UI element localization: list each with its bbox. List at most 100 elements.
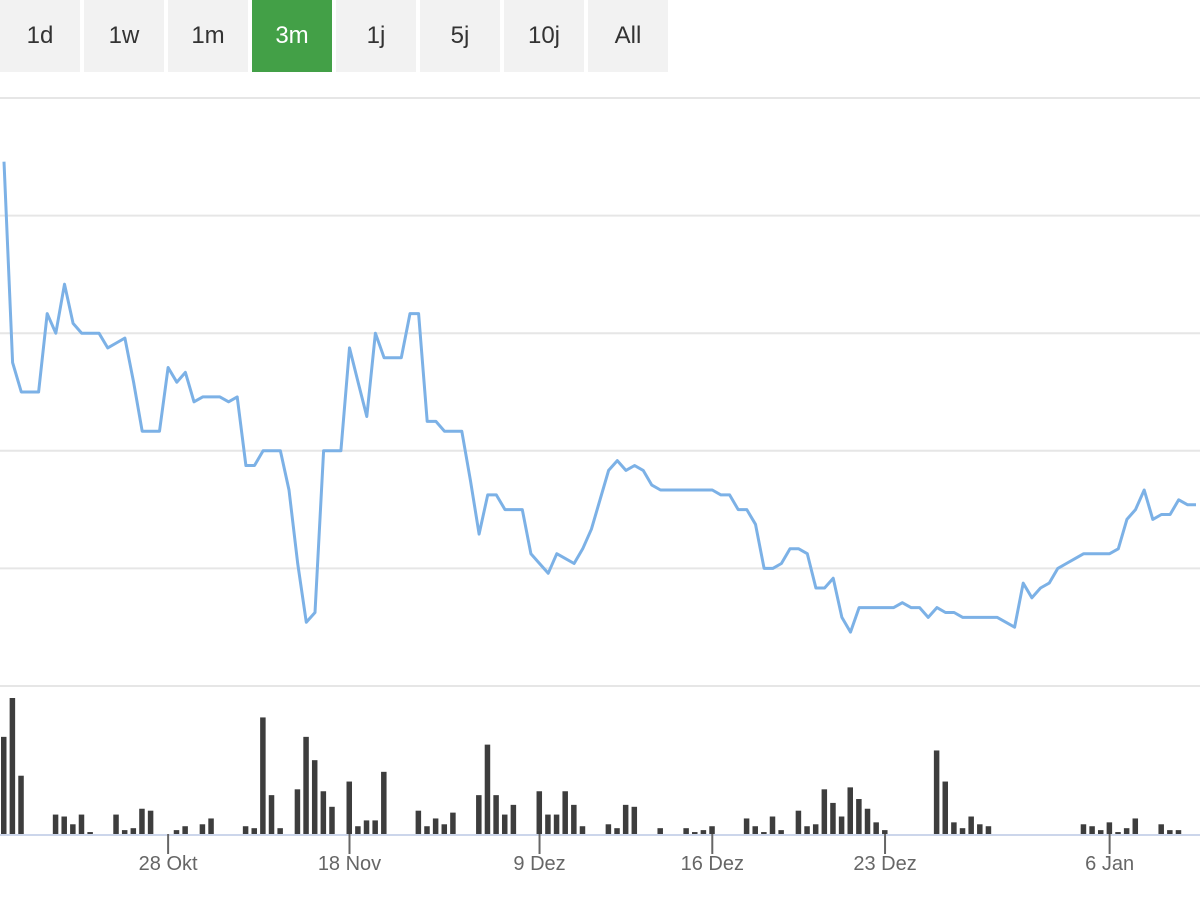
volume-bar: [424, 826, 430, 834]
volume-bar: [493, 795, 499, 834]
range-button-1j[interactable]: 1j: [336, 0, 416, 72]
x-tick-label: 16 Dez: [681, 853, 744, 875]
volume-bar: [812, 824, 819, 834]
range-button-3m[interactable]: 3m: [252, 0, 332, 72]
volume-bar: [242, 826, 249, 834]
volume-bar: [1115, 832, 1121, 834]
volume-bar: [873, 822, 879, 834]
volume-bar: [1089, 826, 1095, 834]
volume-bar: [501, 814, 508, 834]
volume-bar: [450, 812, 456, 834]
volume-bar: [683, 828, 689, 834]
range-button-all[interactable]: All: [588, 0, 668, 72]
volume-bar: [553, 814, 560, 834]
volume-bar: [294, 789, 301, 834]
volume-bar: [968, 816, 974, 834]
x-tick-label: 23 Dez: [853, 853, 916, 875]
volume-bar: [139, 808, 145, 834]
range-selector: 1d 1w 1m 3m 1j 5j 10j All: [0, 0, 672, 72]
volume-bar: [1097, 830, 1104, 834]
volume-bar: [415, 810, 422, 834]
volume-bar: [856, 799, 862, 834]
volume-bar: [363, 820, 370, 834]
price-series: [2, 161, 1196, 634]
volume-bar: [761, 832, 767, 834]
volume-bar: [87, 832, 93, 834]
volume-bar: [311, 760, 318, 834]
volume-bar: [692, 832, 698, 834]
volume-bar: [631, 806, 638, 834]
volume-bar: [199, 824, 206, 834]
volume-bar: [61, 816, 67, 834]
volume-bar: [1158, 824, 1164, 834]
volume-bar: [346, 781, 353, 834]
range-button-1d[interactable]: 1d: [0, 0, 80, 72]
range-button-1w[interactable]: 1w: [84, 0, 164, 72]
volume-bar: [182, 826, 188, 834]
volume-bar: [130, 828, 137, 834]
volume-bar: [951, 822, 957, 834]
volume-bar: [381, 771, 387, 834]
volume-bar: [847, 787, 853, 834]
volume-bar: [795, 810, 802, 834]
volume-bar: [173, 830, 180, 834]
volume-bar: [9, 698, 16, 834]
volume-bar: [78, 814, 85, 834]
volume-bar: [484, 744, 491, 834]
volume-bar: [510, 804, 517, 834]
volume-bar: [260, 717, 266, 834]
volume-bar: [320, 791, 327, 834]
range-button-10j[interactable]: 10j: [504, 0, 584, 72]
volume-bar: [52, 814, 59, 834]
volume-bar: [864, 808, 871, 834]
grid-lines: [0, 97, 1200, 687]
volume-bar: [1175, 830, 1182, 834]
volume-bar: [830, 802, 836, 834]
volume-bar: [476, 795, 482, 834]
x-tick-label: 28 Okt: [139, 853, 198, 875]
volume-bar: [933, 750, 940, 834]
volume-bar: [277, 828, 283, 834]
volume-bar: [1123, 828, 1130, 834]
volume-bar: [977, 824, 983, 834]
volume-bar: [838, 816, 845, 834]
volume-bar: [372, 820, 378, 834]
volume-bar: [778, 830, 784, 834]
x-tick-label: 9 Dez: [513, 853, 565, 875]
volume-bar: [709, 826, 715, 834]
x-tick-label: 6 Jan: [1085, 853, 1134, 875]
volume-bar: [942, 781, 949, 834]
volume-bar: [536, 791, 543, 834]
volume-bar: [562, 791, 568, 834]
volume-bar: [1167, 830, 1173, 834]
volume-bar: [113, 814, 119, 834]
range-button-1m[interactable]: 1m: [168, 0, 248, 72]
volume-bar: [752, 826, 758, 834]
volume-bar: [985, 826, 992, 834]
x-axis: 28 Okt 18 Nov 9 Dez 16 Dez 23 Dez 6 Jan: [0, 834, 1200, 875]
volume-bar: [804, 826, 810, 834]
volume-bar: [657, 828, 663, 834]
volume-bar: [571, 804, 577, 834]
volume-bar: [432, 818, 439, 834]
volume-bar: [579, 826, 586, 834]
volume-bar: [329, 806, 335, 834]
price-line: [2, 161, 1196, 634]
volume-bar: [614, 828, 620, 834]
volume-bars: [1, 698, 1182, 834]
volume-bar: [121, 830, 128, 834]
x-tick-label: 18 Nov: [318, 853, 381, 875]
volume-bar: [821, 789, 828, 834]
volume-bar: [208, 818, 214, 834]
volume-bar: [251, 828, 257, 834]
volume-bar: [700, 830, 707, 834]
volume-bar: [545, 814, 551, 834]
volume-bar: [622, 804, 629, 834]
volume-bar: [1106, 822, 1113, 834]
volume-bar: [882, 830, 888, 834]
range-button-5j[interactable]: 5j: [420, 0, 500, 72]
volume-bar: [441, 824, 448, 834]
volume-bar: [268, 795, 275, 834]
volume-bar: [1, 736, 7, 834]
